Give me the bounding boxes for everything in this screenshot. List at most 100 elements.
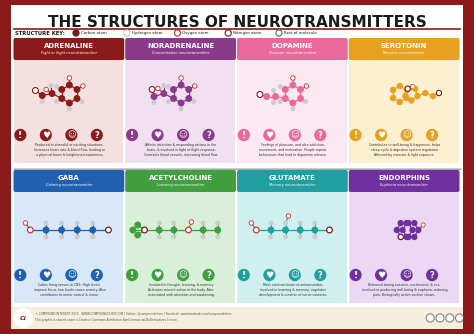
- Text: ?: ?: [206, 131, 211, 140]
- Circle shape: [438, 92, 440, 95]
- Text: Involved in thought, learning, & memory.
Activates muscle action in the body. Al: Involved in thought, learning, & memory.…: [148, 283, 215, 297]
- Text: Carbon atom: Carbon atom: [81, 31, 107, 35]
- Circle shape: [315, 130, 326, 141]
- Text: ☺: ☺: [291, 131, 299, 140]
- Circle shape: [193, 84, 197, 88]
- Circle shape: [143, 228, 146, 231]
- Circle shape: [258, 93, 262, 96]
- Circle shape: [257, 92, 263, 97]
- Circle shape: [394, 227, 399, 232]
- Circle shape: [292, 77, 294, 79]
- Circle shape: [55, 85, 58, 88]
- Circle shape: [60, 221, 64, 225]
- Text: !: !: [130, 271, 134, 280]
- Text: Oxygen atom: Oxygen atom: [182, 31, 209, 35]
- Circle shape: [405, 86, 410, 91]
- Circle shape: [412, 220, 417, 225]
- Circle shape: [150, 88, 154, 91]
- Circle shape: [130, 227, 136, 233]
- Circle shape: [305, 85, 308, 87]
- FancyBboxPatch shape: [125, 170, 236, 192]
- Circle shape: [298, 227, 303, 233]
- Circle shape: [167, 100, 170, 103]
- Circle shape: [411, 86, 413, 88]
- Text: Most common brain neurotransmitter,
involved in learning & memory, regulates
dev: Most common brain neurotransmitter, invo…: [259, 283, 327, 297]
- Circle shape: [431, 94, 436, 99]
- Bar: [15, 173, 123, 303]
- Circle shape: [456, 314, 464, 322]
- Circle shape: [190, 220, 193, 224]
- Circle shape: [404, 220, 409, 225]
- Circle shape: [304, 84, 309, 88]
- Circle shape: [391, 96, 395, 101]
- Circle shape: [315, 270, 326, 281]
- Text: Fight or flight neurotransmitter: Fight or flight neurotransmitter: [41, 50, 97, 54]
- Circle shape: [178, 100, 184, 106]
- Circle shape: [75, 221, 79, 225]
- Text: ?: ?: [206, 271, 211, 280]
- Text: !: !: [242, 271, 246, 280]
- Text: ♥: ♥: [377, 271, 385, 280]
- Circle shape: [216, 221, 219, 225]
- Circle shape: [179, 107, 183, 111]
- Circle shape: [44, 235, 48, 239]
- Text: !: !: [18, 131, 22, 140]
- Text: Ci: Ci: [20, 316, 27, 321]
- Circle shape: [178, 270, 189, 281]
- Text: ♥: ♥: [42, 271, 50, 280]
- Text: © COMPOUND INTEREST 2015 - WWW.COMPOUNDCHEM.COM | Twitter: @compoundchem | Faceb: © COMPOUND INTEREST 2015 - WWW.COMPOUNDC…: [35, 312, 231, 316]
- Circle shape: [284, 235, 287, 239]
- Circle shape: [264, 94, 269, 99]
- Circle shape: [238, 130, 249, 141]
- Circle shape: [216, 235, 219, 239]
- Circle shape: [124, 30, 130, 36]
- Circle shape: [404, 234, 409, 239]
- Bar: [350, 41, 458, 163]
- Circle shape: [290, 130, 300, 141]
- Circle shape: [179, 76, 183, 80]
- Circle shape: [171, 96, 176, 101]
- Circle shape: [40, 270, 51, 281]
- Circle shape: [350, 270, 361, 281]
- Text: !: !: [354, 271, 358, 280]
- Circle shape: [125, 31, 128, 35]
- Circle shape: [15, 270, 26, 281]
- Circle shape: [157, 235, 161, 239]
- Circle shape: [283, 87, 288, 92]
- Circle shape: [149, 87, 155, 92]
- Circle shape: [273, 94, 278, 99]
- Circle shape: [423, 91, 428, 96]
- FancyBboxPatch shape: [13, 38, 124, 60]
- Circle shape: [178, 82, 184, 88]
- Circle shape: [107, 228, 110, 231]
- Circle shape: [180, 77, 182, 79]
- Circle shape: [66, 130, 77, 141]
- Circle shape: [391, 88, 395, 93]
- Circle shape: [24, 221, 27, 225]
- Circle shape: [40, 130, 51, 141]
- Text: ♥: ♥: [377, 131, 385, 140]
- Circle shape: [15, 130, 26, 141]
- Bar: [350, 173, 458, 303]
- Circle shape: [286, 214, 291, 218]
- Text: SEROTONIN: SEROTONIN: [381, 42, 428, 48]
- Circle shape: [74, 96, 80, 101]
- Text: ♥: ♥: [42, 131, 50, 140]
- Circle shape: [254, 227, 259, 233]
- Circle shape: [59, 227, 64, 233]
- Circle shape: [80, 100, 84, 103]
- Circle shape: [446, 314, 454, 322]
- Circle shape: [82, 85, 84, 87]
- Text: ☺: ☺: [402, 131, 411, 140]
- Text: ☺: ☺: [67, 271, 76, 280]
- Circle shape: [59, 87, 64, 92]
- Circle shape: [304, 100, 307, 103]
- Circle shape: [203, 270, 214, 281]
- Circle shape: [290, 100, 296, 106]
- Circle shape: [427, 270, 438, 281]
- Text: !: !: [130, 131, 134, 140]
- Circle shape: [437, 91, 441, 96]
- Circle shape: [400, 235, 402, 238]
- Text: ?: ?: [318, 131, 323, 140]
- Text: Contributes to well-being & happiness, helps
sleep cycle & digestive system regu: Contributes to well-being & happiness, h…: [369, 143, 440, 157]
